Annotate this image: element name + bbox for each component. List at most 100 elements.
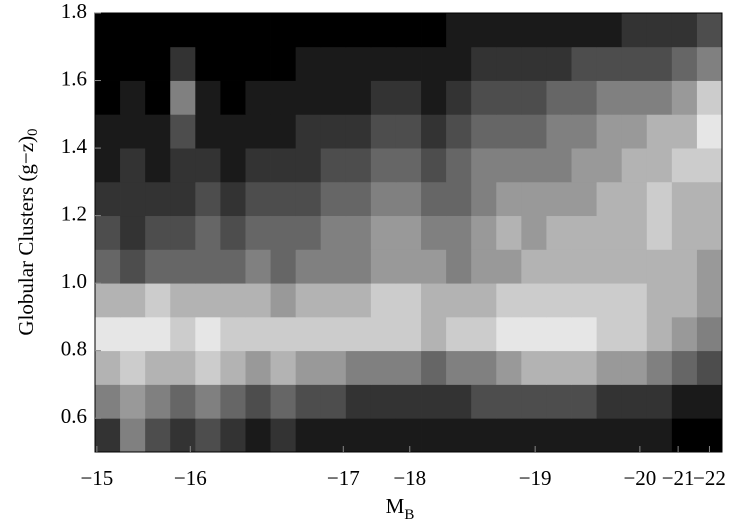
- heatmap-cell: [245, 215, 271, 250]
- heatmap-cell: [671, 283, 698, 318]
- heatmap-cell: [170, 46, 196, 81]
- heatmap-cell: [496, 114, 522, 149]
- heatmap-cell: [370, 114, 397, 149]
- heatmap-cell: [95, 114, 121, 149]
- heatmap-cell: [95, 215, 121, 250]
- y-axis-label: Globular Clusters (g−z)0: [14, 128, 42, 335]
- heatmap-cell: [120, 148, 146, 183]
- heatmap-cell: [446, 350, 472, 385]
- heatmap-cell: [120, 114, 146, 149]
- heatmap-cell: [95, 249, 121, 284]
- heatmap-cell: [370, 148, 397, 183]
- heatmap-cell: [245, 80, 271, 115]
- heatmap-cell: [320, 215, 347, 250]
- heatmap-cell: [270, 148, 297, 183]
- heatmap-cell: [345, 418, 372, 453]
- heatmap-cell: [120, 13, 146, 48]
- heatmap-cell: [421, 148, 447, 183]
- heatmap-cell: [295, 350, 322, 385]
- heatmap-cell: [546, 384, 572, 419]
- y-label-text: Globular Clusters (g−z): [14, 136, 38, 336]
- heatmap-cell: [596, 350, 623, 385]
- heatmap-cell: [671, 13, 698, 48]
- heatmap-cell: [546, 114, 572, 149]
- heatmap-cell: [195, 114, 221, 149]
- heatmap-cell: [345, 80, 372, 115]
- heatmap-cell: [320, 249, 347, 284]
- y-tick-label: 1.8: [61, 0, 87, 23]
- heatmap-cell: [370, 46, 397, 81]
- heatmap-cell: [646, 384, 673, 419]
- heatmap-cell: [671, 249, 698, 284]
- heatmap-cell: [270, 215, 297, 250]
- heatmap-cell: [320, 283, 347, 318]
- heatmap-cell: [120, 46, 146, 81]
- heatmap-cell: [220, 316, 246, 352]
- heatmap-cell: [195, 350, 221, 385]
- heatmap-cell: [446, 13, 472, 48]
- heatmap-cell: [521, 13, 547, 48]
- heatmap-cell: [145, 316, 171, 352]
- heatmap-cell: [671, 350, 698, 385]
- heatmap-cell: [496, 181, 522, 217]
- heatmap-cell: [170, 350, 196, 385]
- heatmap-cell: [195, 148, 221, 183]
- heatmap-cell: [521, 418, 547, 453]
- heatmap-cell: [95, 181, 121, 217]
- heatmap-cell: [95, 13, 121, 48]
- heatmap-cell: [421, 114, 447, 149]
- heatmap-cell: [471, 350, 497, 385]
- y-tick-label: 0.6: [61, 404, 87, 428]
- heatmap-cell: [295, 418, 322, 453]
- heatmap-cell: [220, 350, 246, 385]
- heatmap-cell: [496, 316, 522, 352]
- heatmap-cell: [320, 418, 347, 453]
- heatmap-cell: [671, 316, 698, 352]
- heatmap-cell: [496, 384, 522, 419]
- heatmap-cell: [446, 249, 472, 284]
- heatmap-cell: [320, 13, 347, 48]
- heatmap-cell: [370, 316, 397, 352]
- heatmap-cell: [295, 283, 322, 318]
- heatmap-cell: [320, 46, 347, 81]
- heatmap-cell: [395, 215, 422, 250]
- heatmap-cell: [170, 80, 196, 115]
- heatmap-cell: [120, 181, 146, 217]
- heatmap-cell: [120, 249, 146, 284]
- heatmap-cell: [696, 350, 723, 385]
- heatmap-cell: [521, 249, 547, 284]
- heatmap-cell: [395, 13, 422, 48]
- heatmap-cell: [170, 316, 196, 352]
- heatmap-cell: [295, 148, 322, 183]
- heatmap-cell: [596, 148, 623, 183]
- heatmap-cell: [621, 80, 648, 115]
- heatmap-cell: [521, 148, 547, 183]
- heatmap-cell: [521, 215, 547, 250]
- heatmap-cell: [220, 249, 246, 284]
- heatmap-cell: [646, 13, 673, 48]
- heatmap-cell: [671, 215, 698, 250]
- heatmap-cell: [295, 114, 322, 149]
- heatmap-cell: [421, 418, 447, 453]
- heatmap-cell: [521, 316, 547, 352]
- y-tick-label: 1.6: [61, 66, 87, 90]
- heatmap-cell: [496, 46, 522, 81]
- heatmap-cell: [195, 46, 221, 81]
- heatmap-cell: [145, 215, 171, 250]
- heatmap-cell: [270, 283, 297, 318]
- heatmap-cell: [320, 384, 347, 419]
- heatmap-cell: [195, 13, 221, 48]
- heatmap-cell: [646, 418, 673, 453]
- heatmap-cell: [446, 148, 472, 183]
- heatmap-cell: [245, 148, 271, 183]
- heatmap-cell: [145, 114, 171, 149]
- heatmap-cell: [120, 283, 146, 318]
- heatmap-cell: [421, 249, 447, 284]
- x-label-subscript: B: [404, 507, 414, 523]
- heatmap-cell: [621, 384, 648, 419]
- heatmap-cell: [421, 384, 447, 419]
- heatmap-cell: [521, 46, 547, 81]
- heatmap-cell: [646, 114, 673, 149]
- heatmap-cell: [496, 418, 522, 453]
- heatmap-cell: [245, 283, 271, 318]
